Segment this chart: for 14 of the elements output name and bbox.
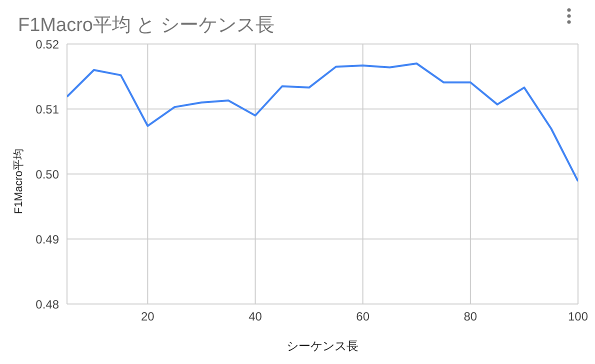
y-tick-label: 0.49 — [36, 232, 60, 246]
x-tick-label: 60 — [356, 310, 370, 324]
chart-title: F1Macro平均 と シーケンス長 — [18, 14, 275, 38]
y-tick-label: 0.48 — [36, 297, 60, 312]
line-series — [67, 62, 578, 182]
y-tick-label: 0.50 — [36, 167, 60, 182]
x-axis-title: シーケンス長 — [286, 339, 358, 353]
y-tick-label: 0.51 — [36, 102, 60, 116]
x-tick-label: 80 — [464, 310, 478, 324]
x-tick-label: 40 — [248, 310, 262, 324]
x-tick-label: 20 — [141, 310, 155, 324]
x-tick-label: 100 — [568, 310, 588, 324]
y-tick-label: 0.52 — [36, 37, 60, 52]
y-axis-title: F1Macro平均 — [12, 148, 25, 214]
